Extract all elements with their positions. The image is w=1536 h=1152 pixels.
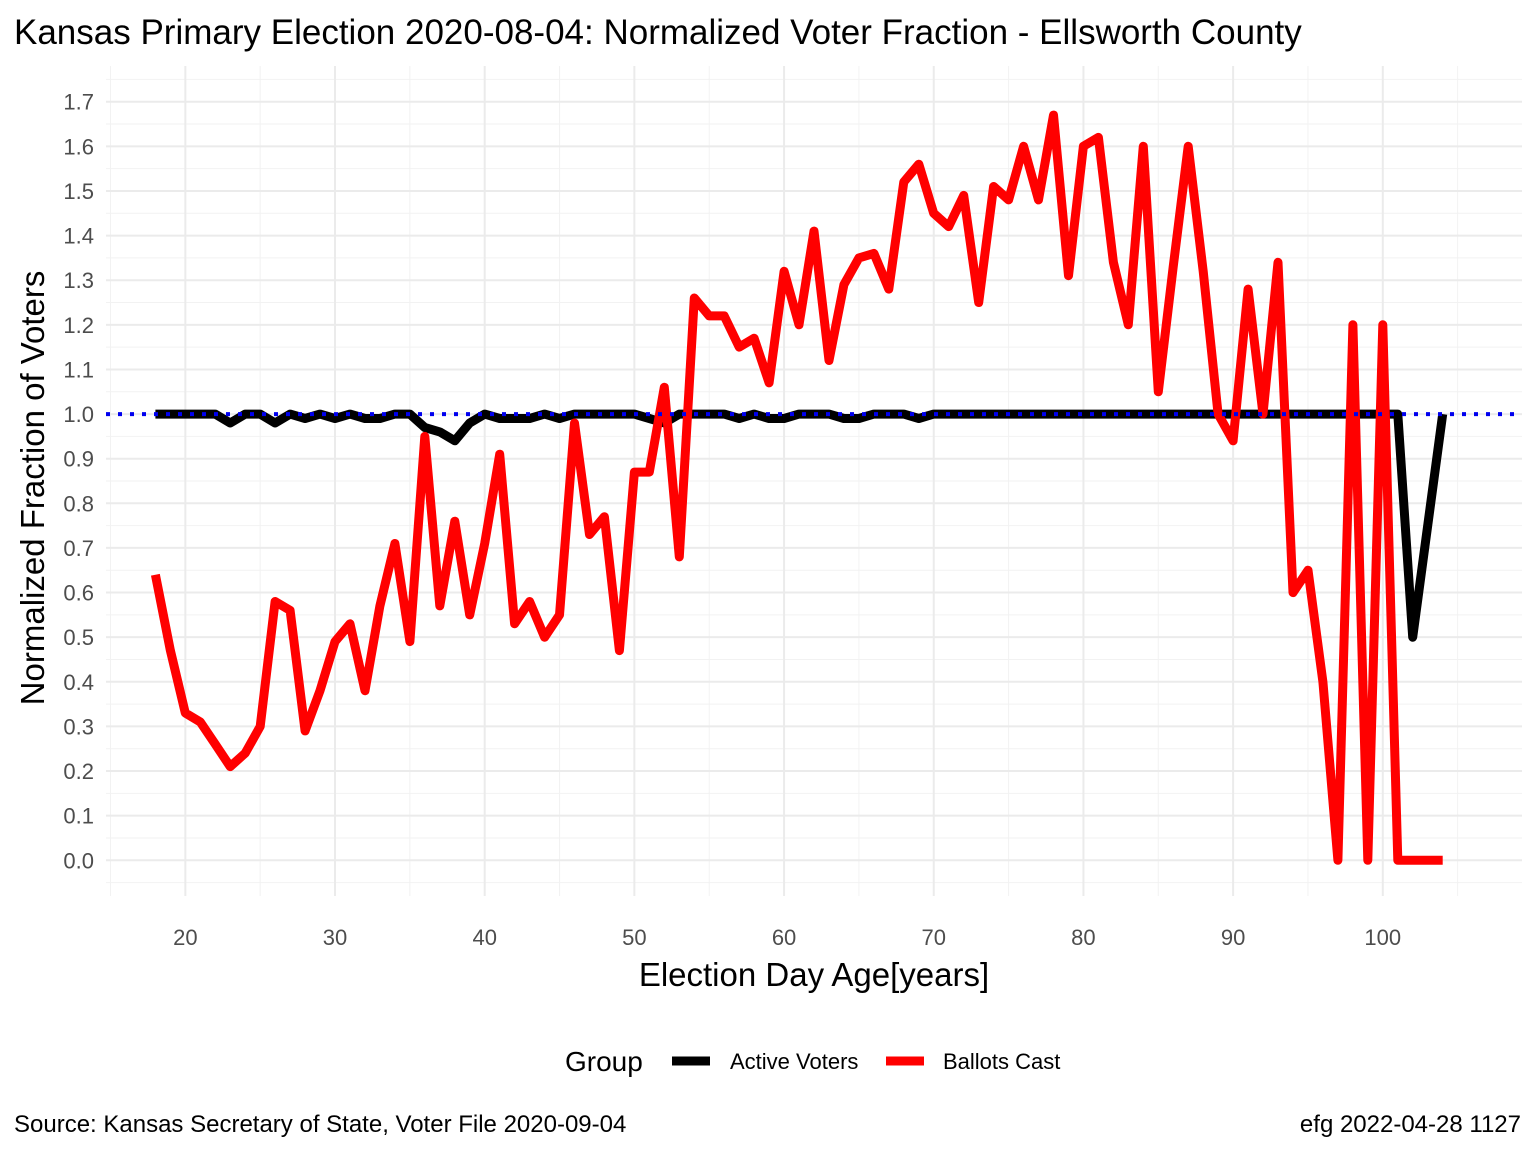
- series-group: [106, 110, 1522, 865]
- y-tick-label: 1.5: [63, 179, 94, 204]
- legend-label-ballots-cast: Ballots Cast: [943, 1049, 1060, 1074]
- series-line-active-voters: [155, 409, 1448, 642]
- source-caption: Source: Kansas Secretary of State, Voter…: [14, 1111, 626, 1138]
- legend-title: Group: [565, 1046, 643, 1077]
- x-tick-label: 80: [1071, 925, 1095, 950]
- y-tick-label: 0.7: [63, 536, 94, 561]
- y-tick-label: 1.2: [63, 313, 94, 338]
- y-tick-label: 0.8: [63, 491, 94, 516]
- y-tick-label: 1.1: [63, 357, 94, 382]
- x-tick-label: 30: [323, 925, 347, 950]
- x-tick-labels: 20 30 40 50 60 70 80 90 100: [173, 925, 1401, 950]
- y-tick-label: 0.5: [63, 625, 94, 650]
- y-axis-label: Normalized Fraction of Voters: [14, 271, 51, 706]
- x-tick-label: 50: [622, 925, 646, 950]
- legend: Group Active Voters Ballots Cast: [565, 1046, 1060, 1077]
- x-tick-label: 60: [772, 925, 796, 950]
- y-tick-label: 1.3: [63, 268, 94, 293]
- x-tick-label: 90: [1221, 925, 1245, 950]
- legend-label-active-voters: Active Voters: [730, 1049, 858, 1074]
- y-tick-label: 0.4: [63, 670, 94, 695]
- x-tick-label: 70: [922, 925, 946, 950]
- y-tick-label: 1.7: [63, 90, 94, 115]
- x-tick-label: 100: [1364, 925, 1401, 950]
- y-tick-label: 0.3: [63, 714, 94, 739]
- series-line-ballots-cast: [150, 110, 1443, 865]
- y-tick-label: 0.2: [63, 759, 94, 784]
- credit-caption: efg 2022-04-28 1127: [1300, 1111, 1521, 1138]
- y-tick-label: 0.0: [63, 848, 94, 873]
- y-tick-label: 1.0: [63, 402, 94, 427]
- y-tick-label: 0.1: [63, 804, 94, 829]
- y-tick-label: 0.9: [63, 447, 94, 472]
- x-tick-label: 20: [173, 925, 197, 950]
- x-axis-label: Election Day Age[years]: [639, 956, 989, 993]
- y-tick-label: 0.6: [63, 581, 94, 606]
- y-tick-label: 1.4: [63, 224, 94, 249]
- y-tick-labels: 0.0 0.1 0.2 0.3 0.4 0.5 0.6 0.7 0.8 0.9 1.0 1.1 1.2 1…: [63, 90, 94, 874]
- y-tick-label: 1.6: [63, 134, 94, 159]
- x-tick-label: 40: [472, 925, 496, 950]
- chart-title: Kansas Primary Election 2020-08-04: Norm…: [14, 13, 1302, 52]
